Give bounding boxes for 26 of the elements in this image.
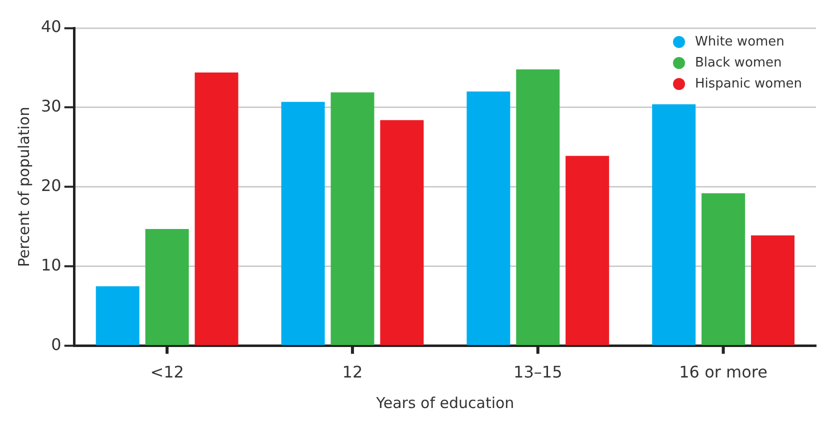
y-tick-label: 30 <box>41 96 62 116</box>
y-tick-label: 0 <box>51 334 62 354</box>
bar <box>145 229 189 346</box>
legend-label: White women <box>695 34 784 50</box>
bar <box>466 92 510 346</box>
bar <box>750 235 794 346</box>
legend-label: Hispanic women <box>695 76 802 92</box>
bar <box>702 193 746 346</box>
bar <box>330 92 374 346</box>
legend-label: Black women <box>695 55 782 70</box>
bar <box>194 72 238 346</box>
y-tick-label: 20 <box>41 176 62 196</box>
bar <box>652 104 696 346</box>
y-tick-label: 40 <box>41 17 62 36</box>
bar <box>566 156 610 346</box>
bar <box>281 102 325 346</box>
x-tick-label: 12 <box>342 362 363 382</box>
bar <box>96 286 140 346</box>
y-tick-label: 10 <box>41 256 62 275</box>
x-axis-title: Years of education <box>375 394 514 412</box>
bar <box>380 120 424 346</box>
x-tick-label: 13–15 <box>514 362 562 382</box>
bar <box>516 69 560 346</box>
x-tick-label: 16 or more <box>679 362 768 382</box>
y-axis-title: Percent of population <box>14 106 33 268</box>
x-tick-label: <12 <box>150 362 184 382</box>
